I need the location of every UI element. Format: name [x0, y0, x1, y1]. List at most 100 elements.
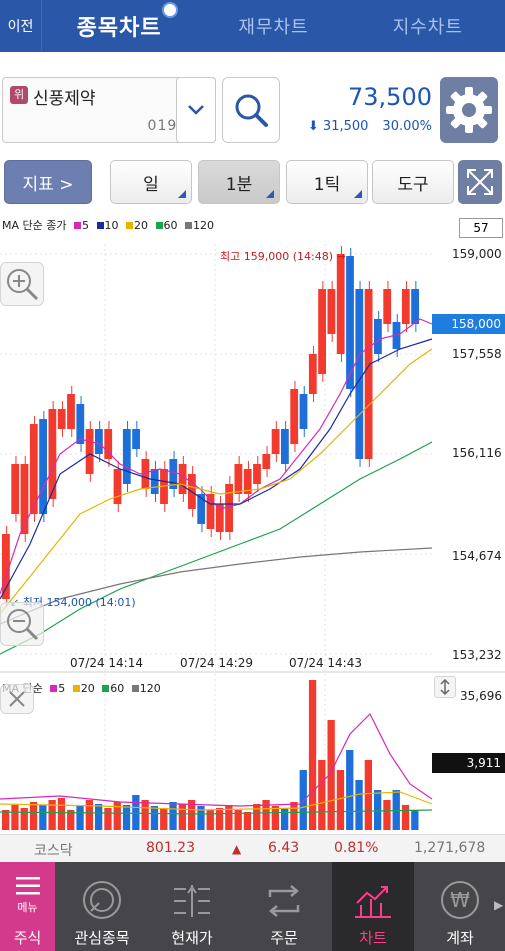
expand-icon	[467, 169, 493, 195]
candle-body	[374, 319, 382, 354]
indicator-button[interactable]: 지표 >	[4, 160, 92, 204]
back-button[interactable]: 이전	[0, 0, 42, 52]
volume-bar	[113, 802, 121, 830]
low-price-text: 최저 154,000 (14:01)	[22, 596, 136, 609]
candle-body	[48, 409, 57, 499]
volume-bar	[206, 810, 214, 830]
tools-button[interactable]: 도구	[372, 160, 454, 204]
nav-menu[interactable]: 메뉴 주식	[0, 862, 55, 951]
ma-legend: MA 단순 종가 5 10 20 60 120	[2, 217, 218, 233]
period-minute-button[interactable]: 1분	[198, 160, 280, 204]
nav-order[interactable]: 주문	[240, 862, 328, 951]
stock-info-row: 위 신풍제약 019170 73,500 ⬇ 31,500 30.00%	[0, 65, 505, 147]
stock-name: 신풍제약	[33, 89, 96, 109]
volume-bar	[364, 760, 372, 830]
stock-dropdown-button[interactable]	[176, 77, 216, 143]
candle-body	[141, 459, 150, 489]
ma-legend-title: MA 단순 종가	[2, 219, 67, 232]
resize-panel-button[interactable]	[434, 676, 456, 698]
y-tick-label: 159,000	[452, 247, 502, 261]
candle-body	[401, 289, 410, 324]
period-day-button[interactable]: 일	[110, 160, 192, 204]
close-volume-button[interactable]	[0, 684, 34, 714]
candle-body	[85, 429, 94, 474]
current-price: 73,500	[348, 83, 432, 111]
volume-bar	[318, 760, 326, 830]
vol-legend-60: 60	[102, 682, 124, 695]
volume-bar	[327, 720, 335, 830]
volume-bar	[308, 680, 317, 830]
candlestick-chart[interactable]	[0, 214, 505, 834]
nav-current-price[interactable]: 현재가	[148, 862, 236, 951]
close-icon	[9, 691, 25, 707]
tab-finance-chart[interactable]: 재무차트	[238, 17, 309, 38]
candle-body	[299, 394, 308, 429]
price-board-icon	[174, 885, 210, 917]
fullscreen-button[interactable]	[458, 160, 502, 204]
up-triangle-icon: ▲	[232, 842, 242, 856]
tab-index-chart[interactable]: 지수차트	[392, 17, 463, 38]
ma-legend-5: 5	[74, 219, 89, 232]
vertical-arrows-icon	[440, 679, 450, 695]
chart-area[interactable]: MA 단순 종가 5 10 20 60 120 57 159,000 157,5…	[0, 214, 505, 834]
nav-stock-label: 주식	[13, 929, 42, 947]
candle-body	[281, 429, 289, 464]
ma-legend-20: 20	[126, 219, 148, 232]
candle-body	[76, 404, 85, 444]
search-button[interactable]	[222, 77, 280, 143]
volume-bar	[271, 806, 279, 830]
heart-circle-icon	[83, 881, 121, 919]
corner-triangle-icon	[178, 190, 186, 198]
period-tick-button[interactable]: 1틱	[286, 160, 368, 204]
period-minute-label: 1분	[225, 174, 253, 195]
nav-watchlist[interactable]: 관심종목	[60, 862, 144, 951]
x-tick-label: 07/24 14:29	[180, 656, 253, 670]
candle-body	[364, 289, 373, 459]
ma120-line	[0, 547, 433, 625]
ma60-line	[0, 441, 433, 655]
nav-chart[interactable]: 차트	[332, 862, 414, 951]
candle-body	[2, 534, 10, 599]
vol-ma20-line	[0, 791, 433, 811]
vol-legend-20: 20	[72, 682, 95, 695]
volume-bar	[401, 805, 410, 830]
volume-bar	[39, 805, 47, 830]
change-percent: 30.00%	[382, 119, 432, 134]
nav-account[interactable]: ₩ 계좌	[418, 862, 502, 951]
current-price-tag: 158,000	[432, 314, 505, 334]
candle-body	[197, 494, 206, 524]
volume-bar	[169, 802, 177, 830]
nav-chart-label: 차트	[359, 929, 387, 947]
candle-body	[253, 464, 261, 484]
nav-current-price-label: 현재가	[171, 929, 213, 947]
y-tick-label: 153,232	[452, 648, 502, 662]
zoom-in-icon	[7, 269, 39, 301]
warning-badge: 위	[10, 86, 28, 104]
index-value: 801.23	[146, 840, 195, 856]
index-change-percent: 0.81%	[334, 840, 379, 856]
tab-stock-chart[interactable]: 종목차트	[42, 2, 196, 42]
volume-bar	[178, 804, 186, 830]
ma-legend-10: 10	[96, 219, 119, 232]
volume-bar	[392, 790, 400, 830]
volume-bar	[336, 770, 345, 830]
notification-dot-icon	[162, 2, 179, 18]
y-tick-label: 154,674	[452, 549, 502, 563]
scroll-right-icon[interactable]: ▶	[494, 898, 504, 912]
volume-bar	[57, 798, 66, 830]
volume-bar	[104, 808, 112, 830]
candle-body	[336, 254, 345, 354]
settings-button[interactable]	[440, 77, 498, 143]
candle-body	[271, 429, 280, 454]
zoom-in-button[interactable]	[0, 262, 44, 306]
candle-body	[411, 289, 419, 324]
candle-body	[308, 354, 317, 394]
candle-body	[355, 289, 364, 459]
volume-bar	[281, 808, 289, 830]
market-index-bar[interactable]: 코스닥 801.23 ▲ 6.43 0.81% 1,271,678	[0, 834, 505, 862]
bar-count-box[interactable]: 57	[459, 218, 503, 238]
candle-body	[11, 464, 20, 514]
nav-order-label: 주문	[270, 929, 298, 947]
ma-legend-60: 60	[155, 219, 178, 232]
zoom-out-button[interactable]	[0, 602, 44, 646]
